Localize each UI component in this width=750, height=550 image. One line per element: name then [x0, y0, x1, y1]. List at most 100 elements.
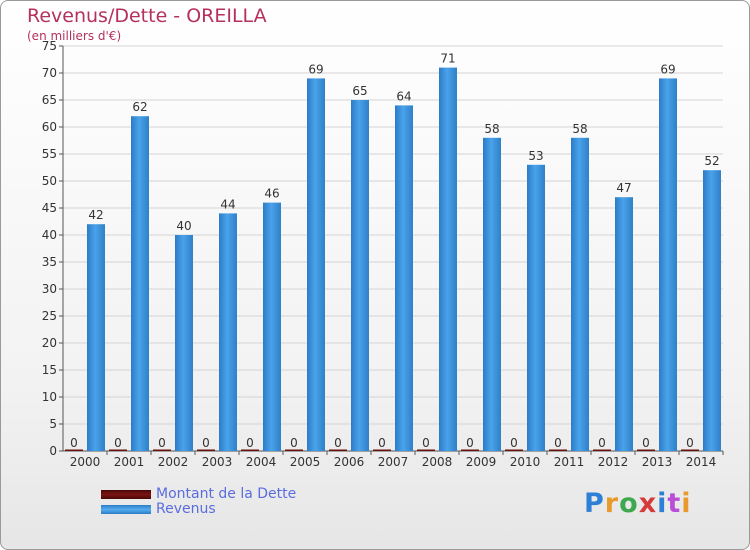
data-label-debt-2012: 0	[598, 436, 606, 450]
proxiti-logo: Proxiti	[584, 488, 692, 519]
y-tick-label: 50	[42, 174, 57, 188]
legend-swatch-revenue	[101, 505, 151, 514]
x-tick-label: 2006	[334, 455, 365, 469]
bar-revenue-2003	[219, 213, 237, 451]
y-tick-label: 40	[42, 228, 57, 242]
data-label-revenue-2005: 69	[308, 62, 323, 76]
bar-debt-2012	[593, 449, 611, 451]
y-tick-label: 65	[42, 93, 57, 107]
x-tick-label: 2003	[202, 455, 233, 469]
y-tick-label: 10	[42, 390, 57, 404]
chart-title: Revenus/Dette - OREILLA	[27, 5, 267, 27]
chart-subtitle: (en milliers d'€)	[27, 29, 122, 43]
bar-revenue-2012	[615, 197, 633, 451]
logo-letter: P	[584, 488, 605, 519]
bar-revenue-2001	[131, 116, 149, 451]
data-label-revenue-2000: 42	[88, 208, 103, 222]
x-tick-label: 2014	[686, 455, 717, 469]
data-label-debt-2011: 0	[554, 436, 562, 450]
bar-debt-2013	[637, 449, 655, 451]
x-tick-label: 2005	[290, 455, 321, 469]
x-tick-label: 2013	[642, 455, 673, 469]
data-label-revenue-2008: 71	[440, 52, 455, 66]
y-tick-label: 70	[42, 66, 57, 80]
bar-debt-2005	[285, 449, 303, 451]
data-label-debt-2001: 0	[114, 436, 122, 450]
bar-debt-2003	[197, 449, 215, 451]
data-label-debt-2007: 0	[378, 436, 386, 450]
bar-revenue-2002	[175, 235, 193, 451]
data-label-revenue-2007: 64	[396, 89, 411, 103]
data-label-debt-2003: 0	[202, 436, 210, 450]
y-tick-label: 55	[42, 147, 57, 161]
data-label-debt-2006: 0	[334, 436, 342, 450]
logo-letter: t	[667, 488, 682, 519]
data-label-debt-2010: 0	[510, 436, 518, 450]
bar-debt-2001	[109, 449, 127, 451]
bar-revenue-2010	[527, 164, 545, 452]
y-tick-label: 0	[49, 444, 57, 458]
y-tick-label: 75	[42, 39, 57, 53]
x-tick-label: 2001	[114, 455, 145, 469]
data-label-revenue-2009: 58	[484, 122, 499, 136]
bar-revenue-2014	[703, 170, 721, 451]
bar-chart: 0510152025303540455055606570750422000062…	[42, 39, 724, 469]
data-label-revenue-2014: 52	[704, 154, 719, 168]
logo-letter: i	[657, 488, 668, 519]
bar-debt-2011	[549, 449, 567, 451]
logo-letter: r	[604, 488, 620, 519]
y-tick-label: 15	[42, 363, 57, 377]
x-tick-label: 2012	[598, 455, 629, 469]
legend-swatch-debt	[101, 490, 151, 499]
bar-revenue-2004	[263, 202, 281, 451]
bar-debt-2004	[241, 449, 259, 451]
y-tick-label: 35	[42, 255, 57, 269]
bar-revenue-2005	[307, 78, 325, 452]
x-tick-label: 2004	[246, 455, 277, 469]
bar-revenue-2000	[87, 224, 105, 451]
data-label-revenue-2013: 69	[660, 62, 675, 76]
data-label-debt-2014: 0	[686, 436, 694, 450]
bar-debt-2007	[373, 449, 391, 451]
legend-label-debt: Montant de la Dette	[156, 486, 297, 502]
logo-letter: i	[681, 488, 692, 519]
bar-debt-2006	[329, 449, 347, 451]
data-label-debt-2004: 0	[246, 436, 254, 450]
logo-letter: x	[638, 488, 658, 519]
bar-revenue-2006	[351, 100, 369, 451]
x-tick-label: 2009	[466, 455, 497, 469]
bar-debt-2014	[681, 449, 699, 451]
bar-debt-2010	[505, 449, 523, 451]
x-tick-label: 2007	[378, 455, 409, 469]
x-tick-label: 2008	[422, 455, 453, 469]
bar-revenue-2008	[439, 67, 457, 451]
bar-debt-2002	[153, 449, 171, 451]
data-label-revenue-2002: 40	[176, 219, 191, 233]
bar-revenue-2009	[483, 137, 501, 452]
data-label-revenue-2003: 44	[220, 197, 235, 211]
x-tick-label: 2000	[70, 455, 101, 469]
data-label-revenue-2010: 53	[528, 149, 543, 163]
data-label-debt-2013: 0	[642, 436, 650, 450]
y-tick-label: 60	[42, 120, 57, 134]
bar-debt-2008	[417, 449, 435, 451]
data-label-debt-2002: 0	[158, 436, 166, 450]
y-tick-label: 45	[42, 201, 57, 215]
data-label-debt-2000: 0	[70, 436, 78, 450]
data-label-revenue-2006: 65	[352, 84, 367, 98]
y-tick-label: 5	[49, 417, 57, 431]
bar-revenue-2011	[571, 137, 589, 452]
legend-label-revenue: Revenus	[156, 501, 216, 517]
data-label-debt-2005: 0	[290, 436, 298, 450]
bar-revenue-2013	[659, 78, 677, 452]
data-label-debt-2009: 0	[466, 436, 474, 450]
data-label-revenue-2001: 62	[132, 100, 147, 114]
x-tick-label: 2011	[554, 455, 585, 469]
y-tick-label: 30	[42, 282, 57, 296]
bar-debt-2000	[65, 449, 83, 451]
y-tick-label: 25	[42, 309, 57, 323]
data-label-revenue-2004: 46	[264, 187, 279, 201]
data-label-revenue-2012: 47	[616, 181, 631, 195]
x-tick-label: 2010	[510, 455, 541, 469]
